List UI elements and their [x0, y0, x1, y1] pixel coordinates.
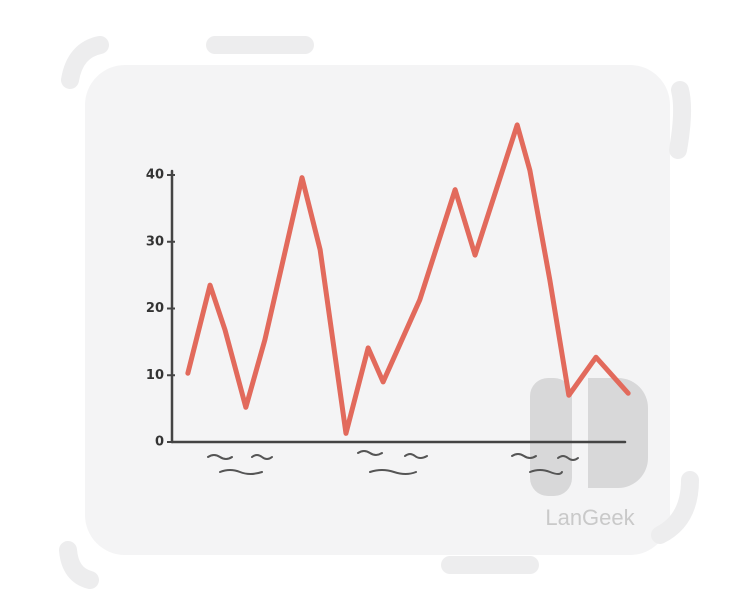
data-line [185, 122, 631, 436]
y-tick-label: 0 [155, 435, 164, 450]
x-squiggles [207, 450, 579, 475]
y-tick-label: 30 [146, 234, 164, 249]
y-tick-label: 10 [146, 368, 164, 383]
y-tick-label: 40 [146, 168, 164, 183]
y-tick-label: 20 [146, 301, 164, 316]
watermark: LanGeek [545, 505, 635, 530]
logo [530, 378, 648, 496]
background [59, 36, 699, 589]
